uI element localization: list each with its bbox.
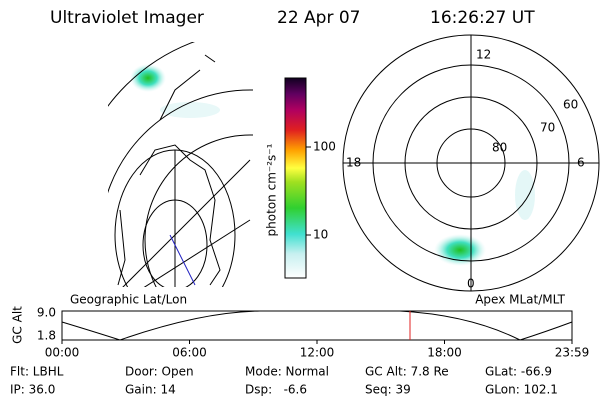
colorbar-tick: 100 bbox=[313, 140, 336, 154]
info-field: GLat: -66.9 bbox=[485, 365, 552, 379]
polar-label: 70 bbox=[540, 121, 555, 135]
info-field: Door: Open bbox=[125, 365, 194, 379]
x-tick-label: 23:59 bbox=[555, 346, 590, 360]
timeline-left-label: Geographic Lat/Lon bbox=[70, 293, 187, 307]
time: 16:26:27 UT bbox=[430, 8, 535, 28]
info-field: Mode: Normal bbox=[245, 365, 329, 379]
instrument: Ultraviolet Imager bbox=[50, 8, 204, 28]
date: 22 Apr 07 bbox=[277, 8, 360, 28]
geographic-map bbox=[108, 42, 253, 287]
info-field: IP: 36.0 bbox=[10, 383, 55, 397]
polar-label: 60 bbox=[563, 98, 578, 112]
polar-label: 12 bbox=[476, 48, 491, 62]
polar-label: 0 bbox=[467, 277, 475, 291]
timeline-axis-label: GC Alt bbox=[11, 306, 25, 344]
colorbar bbox=[284, 77, 307, 279]
y-tick-label: 9.0 bbox=[37, 306, 56, 320]
x-tick-label: 00:00 bbox=[45, 346, 80, 360]
info-field: Dsp: -6.6 bbox=[245, 383, 307, 397]
polar-label: 80 bbox=[492, 141, 507, 155]
polar-label: 18 bbox=[346, 156, 361, 170]
colorbar-tick: 10 bbox=[313, 228, 328, 242]
info-field: Seq: 39 bbox=[365, 383, 411, 397]
y-tick-label: 1.8 bbox=[37, 329, 56, 343]
timeline-box bbox=[61, 310, 573, 341]
info-field: Gain: 14 bbox=[125, 383, 176, 397]
info-field: GC Alt: 7.8 Re bbox=[365, 365, 449, 379]
info-field: GLon: 102.1 bbox=[485, 383, 558, 397]
x-tick-label: 12:00 bbox=[300, 346, 335, 360]
altitude-curve bbox=[61, 310, 573, 341]
timeline-right-label: Apex MLat/MLT bbox=[475, 293, 565, 307]
x-tick-label: 18:00 bbox=[427, 346, 462, 360]
colorbar-label: photon cm⁻²s⁻¹ bbox=[265, 143, 279, 236]
polar-label: 6 bbox=[577, 156, 585, 170]
info-field: Flt: LBHL bbox=[10, 365, 64, 379]
polar-plot bbox=[342, 34, 600, 292]
x-tick-label: 06:00 bbox=[172, 346, 207, 360]
